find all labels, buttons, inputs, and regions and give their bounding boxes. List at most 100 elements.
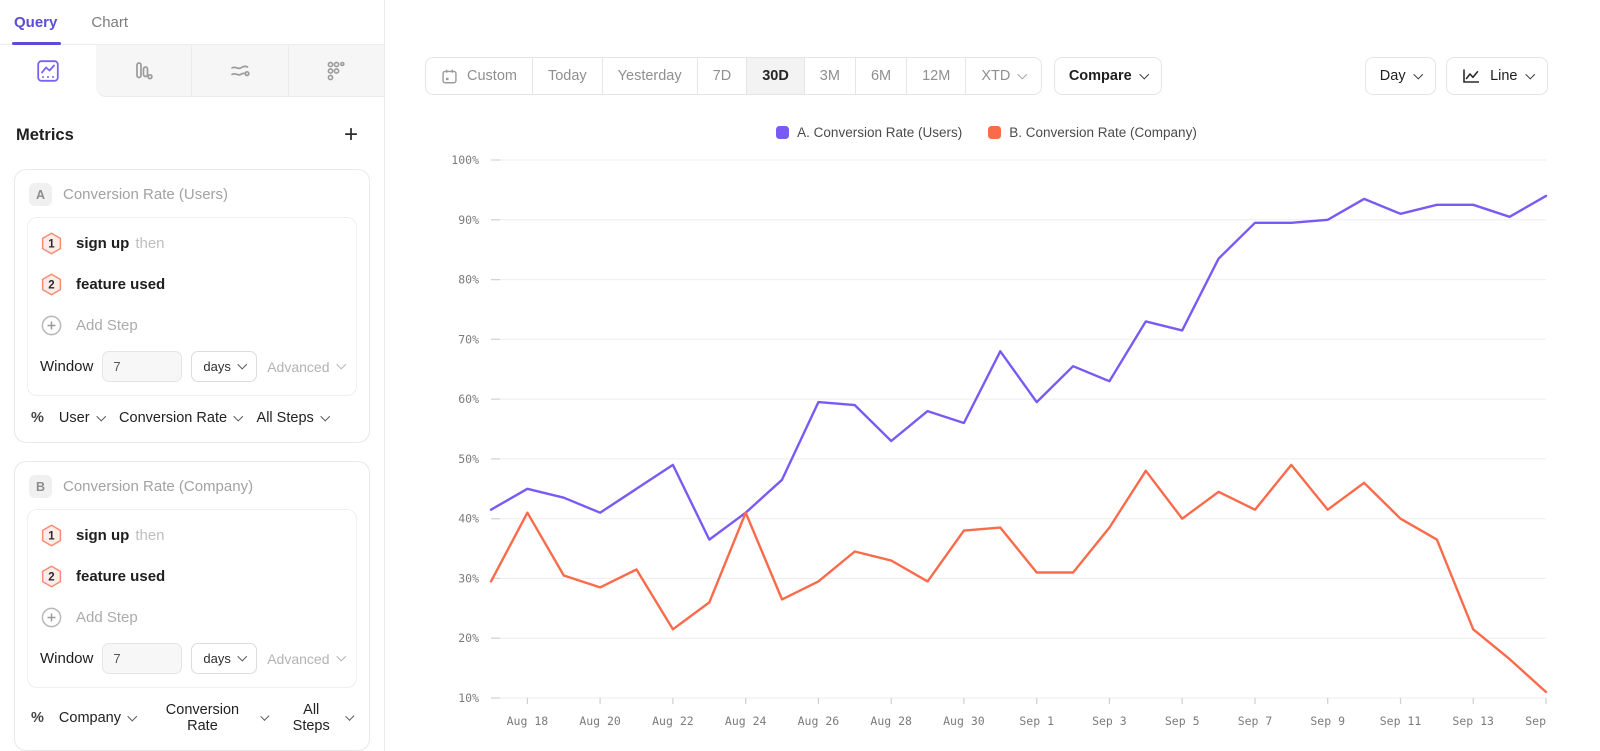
metric-title-input[interactable]: Conversion Rate (Users) [63,186,229,203]
chart-toolbar: Custom Today Yesterday 7D 30D 3M 6M 12M XTD Comp… [425,57,1548,95]
steps-scope-dropdown[interactable]: All Steps [284,702,355,734]
range-3m[interactable]: 3M [803,57,856,95]
range-xtd[interactable]: XTD [965,57,1042,95]
legend-item-series-b[interactable]: B. Conversion Rate (Company) [988,125,1197,140]
y-axis-label: 60% [458,392,479,406]
range-custom[interactable]: Custom [425,57,533,95]
entity-dropdown[interactable]: User [59,410,106,426]
x-axis-label: Sep 5 [1165,714,1200,728]
tab-chart[interactable]: Chart [91,13,129,31]
chevron-down-icon [336,359,346,370]
window-label: Window [40,650,94,667]
x-axis-label: Aug 30 [943,714,985,728]
chart-type-line-button[interactable] [0,45,96,97]
plus-circle-icon [41,315,62,336]
window-value-input[interactable] [102,351,183,382]
range-7d[interactable]: 7D [696,57,748,95]
step-number-hexagon: 2 [41,273,62,296]
chevron-down-icon [1525,69,1535,79]
y-axis-label: 30% [458,571,479,585]
x-axis-label: Aug 18 [507,714,549,728]
funnel-step-1[interactable]: 1 sign up then [40,515,344,556]
y-axis-label: 40% [458,512,479,526]
entity-dropdown[interactable]: Company [59,710,137,726]
svg-text:2: 2 [48,280,54,292]
chart-type-bar-button[interactable] [95,45,191,97]
funnel-steps-box: 1 sign up then 2 feature used [27,217,357,396]
metric-badge: B [29,475,52,498]
x-axis-label: Sep 15 [1525,714,1548,728]
chart-type-flow-button[interactable] [191,45,288,97]
compare-button[interactable]: Compare [1053,57,1163,95]
steps-scope-dropdown[interactable]: All Steps [257,410,330,426]
metric-title-input[interactable]: Conversion Rate (Company) [63,478,254,495]
chevron-down-icon [1017,69,1028,79]
step-number-hexagon: 2 [41,565,62,588]
metric-badge: A [29,183,52,206]
funnel-step-2[interactable]: 2 feature used [40,556,344,597]
line-chart[interactable]: 10% 20% 30% 40% 50% 60% 70% 80% 90% 100% Aug 18 Aug… [425,148,1548,732]
add-step-button[interactable]: Add Step [40,305,344,347]
conversion-window-row: Window days Advanced [40,643,346,674]
chevron-down-icon [1413,69,1423,79]
range-12m[interactable]: 12M [906,57,967,95]
range-30d[interactable]: 30D [746,57,805,95]
metric-type-dropdown[interactable]: Conversion Rate [150,702,271,734]
window-unit-dropdown[interactable]: days [191,351,258,382]
metric-card-b: B Conversion Rate (Company) 1 sign up the… [14,461,370,751]
x-axis-label: Sep 1 [1019,714,1054,728]
window-label: Window [40,358,94,375]
bar-chart-icon [136,61,154,79]
add-step-button[interactable]: Add Step [40,597,344,639]
advanced-toggle[interactable]: Advanced [267,359,346,375]
scatter-chart-icon [327,61,345,80]
x-axis-label: Sep 11 [1380,714,1422,728]
range-today[interactable]: Today [531,57,603,95]
x-axis-label: Sep 3 [1092,714,1127,728]
measurement-row: % Company Conversion Rate All Steps [15,688,369,750]
funnel-step-2[interactable]: 2 feature used [40,264,344,305]
sidebar-tab-bar: Query Chart [0,0,384,45]
y-axis-label: 90% [458,213,479,227]
date-range-selector: Custom Today Yesterday 7D 30D 3M 6M 12M XTD [425,57,1042,95]
chevron-down-icon [320,411,330,421]
chart-type-scatter-button[interactable] [287,45,384,97]
flow-chart-icon [230,65,250,76]
advanced-toggle[interactable]: Advanced [267,651,346,667]
chevron-down-icon [233,411,243,421]
line-chart-icon [1463,69,1480,83]
plus-circle-icon [41,607,62,628]
series-line-a[interactable] [489,194,1548,541]
series-b-swatch [988,126,1002,139]
metric-type-dropdown[interactable]: Conversion Rate [119,410,243,426]
svg-text:1: 1 [48,531,55,543]
window-unit-dropdown[interactable]: days [191,643,258,674]
chart-legend: A. Conversion Rate (Users) B. Conversion… [425,125,1548,140]
series-line-b[interactable] [489,463,1548,694]
chart-style-dropdown[interactable]: Line [1446,57,1548,95]
x-axis-label: Sep 13 [1452,714,1494,728]
range-yesterday[interactable]: Yesterday [601,57,698,95]
metric-card-a: A Conversion Rate (Users) 1 sign up then … [14,169,370,443]
y-axis-label: 10% [458,691,479,705]
tab-query[interactable]: Query [11,0,62,45]
metrics-title: Metrics [16,125,74,144]
chevron-down-icon [261,711,271,721]
x-axis-label: Sep 9 [1310,714,1345,728]
x-axis-label: Sep 7 [1238,714,1273,728]
funnel-step-1[interactable]: 1 sign up then [40,223,344,264]
chevron-down-icon [345,711,355,721]
measurement-row: % User Conversion Rate All Steps [15,396,369,442]
funnel-steps-box: 1 sign up then 2 feature used [27,509,357,688]
chevron-down-icon [336,651,346,662]
metric-card-header: A Conversion Rate (Users) [15,170,369,217]
add-metric-button[interactable]: + [343,121,358,148]
chevron-down-icon [1139,69,1149,79]
legend-item-series-a[interactable]: A. Conversion Rate (Users) [776,125,962,140]
range-6m[interactable]: 6M [854,57,908,95]
y-axis-label: 100% [451,153,479,167]
chart-panel: Custom Today Yesterday 7D 30D 3M 6M 12M XTD Comp… [385,0,1600,751]
series-a-swatch [776,126,790,139]
granularity-dropdown[interactable]: Day [1364,57,1437,95]
window-value-input[interactable] [102,643,183,674]
